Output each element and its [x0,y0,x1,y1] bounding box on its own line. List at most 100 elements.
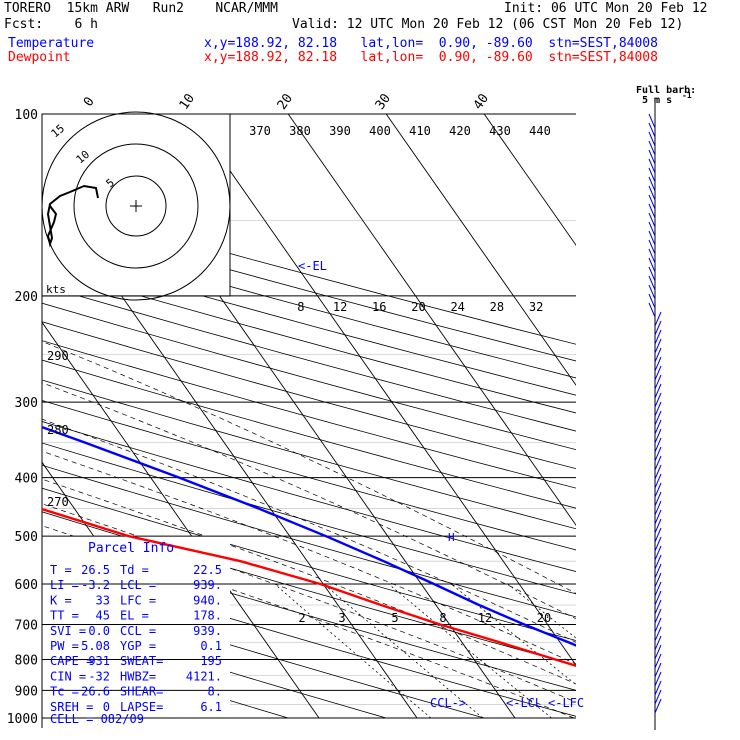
dewpoint-legend: Dewpoint [8,50,71,65]
pressure-tick-label: 400 [15,472,38,487]
pressure-tick-label: 500 [15,530,38,545]
pressure-tick-label: 800 [15,653,38,668]
dry-adiabat-line [42,284,576,432]
wind-barb-shaft [654,680,662,696]
wind-barb [654,572,662,588]
wind-barb [654,599,662,615]
skewed-temperature-label: 32 [529,300,543,314]
wind-barb [648,149,656,165]
parcel-info-value: 26.6 [81,685,110,699]
wind-barb-shaft [648,158,656,174]
isotherm-label: 30 [373,91,394,112]
wind-barb-shaft [648,149,656,165]
parcel-info-key: SREH = [50,700,93,714]
wind-barb [648,140,656,156]
wind-barb [654,509,662,525]
skewed-temperature-label: 16 [372,300,386,314]
theta-e-label: 430 [489,124,511,138]
wind-barb [654,482,662,498]
wind-barb-shaft [654,554,662,570]
wind-barb-shaft [648,140,656,156]
valid-time: Valid: 12 UTC Mon 20 Feb 12 (06 CST Mon … [292,17,684,32]
parcel-info-key: T = [50,563,72,577]
parcel-info-key: TT = [50,609,79,623]
wind-barb-shaft [648,275,656,291]
wind-barb [654,563,662,579]
hodograph-trace [46,184,99,248]
parcel-info-title: Parcel Info [88,541,174,556]
barb-key-exponent: -1 [682,91,692,100]
hodograph-ring [105,175,167,237]
parcel-info-row: K = 33 LFC = 940. [50,593,222,607]
parcel-info-cell: CELL = 082/09 [50,712,144,726]
parcel-info-row: LI = -3.2 LCL = 939. [50,578,222,592]
wind-barb-shaft [654,536,662,552]
wind-barb-shaft [654,635,662,651]
parcel-info-key: CIN = [50,669,86,683]
wind-barb-shaft [654,374,662,390]
theta-e-label: 380 [289,124,311,138]
parcel-info-key: EL = [120,609,149,623]
wind-barb-shaft [654,644,662,660]
wind-barb [654,437,662,453]
parcel-info-value: 45 [96,609,110,623]
parcel-info-key: HWBZ= [120,669,156,683]
mixing-ratio-label: 20 [537,611,551,625]
wind-barb-shaft [648,122,656,138]
parcel-info-key: LCL = [120,578,156,592]
wind-barb [648,293,656,309]
dry-adiabat-line [42,587,485,719]
skewed-temperature-label: 24 [450,300,464,314]
dry-adiabat-line [42,267,576,414]
pressure-tick-label: 900 [15,684,38,699]
wind-barb [654,338,662,354]
wind-barb-shaft [654,401,662,417]
wind-barb-shaft [654,653,662,669]
isotherm-line [189,114,576,666]
wind-barb-shaft [654,338,662,354]
wind-barb [654,365,662,381]
wind-barb [654,401,662,417]
wind-barb [654,644,662,660]
parcel-info-row: PW = 5.08 YGP = 0.1 [50,639,222,653]
wind-barb [648,194,656,210]
wind-barb [654,356,662,372]
wind-barb [648,230,656,246]
wind-barb-shaft [648,239,656,255]
wind-barb-shaft [654,617,662,633]
wind-barb [654,662,662,678]
temperature-legend: Temperature [8,36,95,51]
wind-barb-shaft [648,131,656,147]
pressure-tick-label: 200 [15,290,38,305]
wind-barb [648,266,656,282]
wind-barb-shaft [648,176,656,192]
skewed-temperature-label: 12 [333,300,347,314]
wind-barb [648,131,656,147]
mixing-ratio-line [582,584,740,718]
el-marker: <-EL [298,259,327,273]
parcel-info-key: CAPE = [50,654,93,668]
parcel-info-value: 939. [193,578,222,592]
wind-barb-shaft [654,527,662,543]
wind-barb-shaft [654,347,662,363]
temperature-profile [42,425,576,647]
barb-key-value: 5 m s [642,95,672,106]
wind-barb [654,545,662,561]
parcel-info-key: PW = [50,639,79,653]
wind-barb [654,608,662,624]
dry-adiabat-line [42,216,576,362]
dry-adiabat-line [42,340,576,489]
parcel-info-key: LFC = [120,593,156,607]
wind-barb [654,374,662,390]
wind-barb-shaft [654,662,662,678]
wind-barb [654,428,662,444]
parcel-info-key: LI = [50,578,79,592]
theta-e-label: 390 [329,124,351,138]
parcel-info-row: TT = 45 EL = 178. [50,609,222,623]
parcel-info-value: 931 [88,654,110,668]
init-time: Init: 06 UTC Mon 20 Feb 12 [504,1,708,16]
wind-barb [654,581,662,597]
parcel-info-value: -32 [88,669,110,683]
theta-label: 280 [47,423,69,437]
isotherm-line [42,321,320,719]
